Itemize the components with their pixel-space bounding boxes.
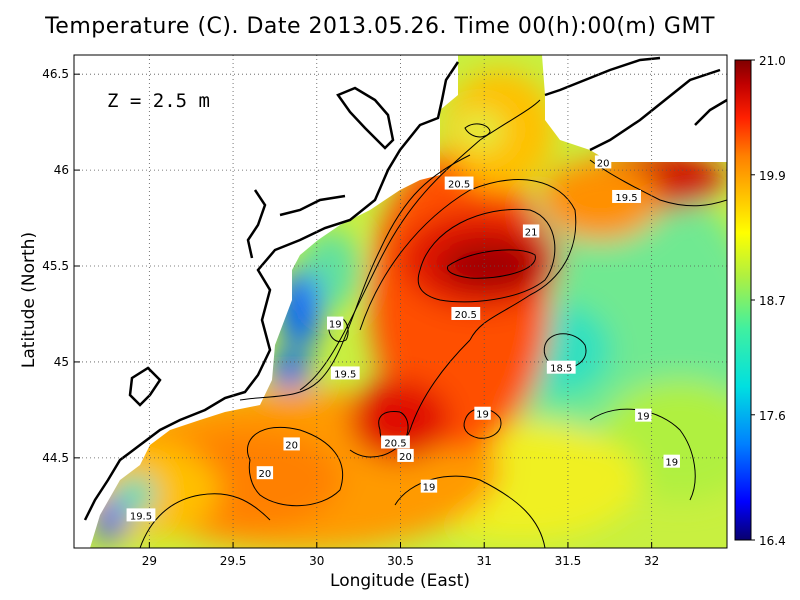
contour-label-bg: [635, 408, 652, 422]
contour-label: 19: [420, 479, 438, 494]
contour-label-text: 19: [665, 458, 678, 469]
x-axis-ticks: 29 29.5 30 30.5 31 31.5 32: [142, 542, 659, 568]
contour-label-text: 19: [423, 483, 436, 494]
contour-label-bg: [283, 437, 300, 451]
contour-label-bg: [381, 435, 410, 449]
y-tick-label: 45: [54, 355, 69, 369]
contour-label-text: 20.5: [384, 438, 406, 449]
contour-label-bg: [256, 466, 274, 480]
contour-label: 19.5: [612, 189, 641, 204]
contour-label-text: 19: [637, 412, 650, 423]
contour-label: 19.5: [126, 508, 156, 522]
contour-label-text: 20: [259, 469, 272, 480]
x-tick-label: 30.5: [387, 554, 414, 568]
x-tick-label: 31.5: [555, 554, 582, 568]
contour-label: 21: [522, 224, 540, 238]
contour-label-text: 19.5: [615, 193, 637, 204]
contour-label: 19: [635, 408, 652, 423]
x-axis-label: Longitude (East): [330, 571, 470, 591]
contour-label-text: 19.5: [334, 369, 356, 380]
colorbar-tick-label: 18.7: [759, 294, 786, 308]
contour-label: 20: [283, 437, 300, 451]
contour-labels: 21 20.5 20.5 20.5 20 20 20 20 19.5 19.5 19.5 19 19 19…: [126, 155, 680, 522]
contour-label: 20.5: [444, 176, 474, 191]
contour-lines: [139, 99, 727, 548]
contour-label-bg: [420, 479, 438, 493]
contour-label-bg: [330, 366, 360, 380]
depth-annotation: Z = 2.5 m: [107, 90, 210, 112]
coastline: [83, 56, 727, 521]
contour-label-bg: [546, 360, 576, 374]
contour-label-text: 20: [399, 452, 412, 463]
contour-label-bg: [474, 406, 491, 420]
contour-label-text: 19: [476, 410, 489, 421]
contour-label-text: 21: [525, 227, 538, 238]
contour-label: 20.5: [381, 435, 410, 449]
contour-label-bg: [663, 454, 680, 468]
contour-label-bg: [126, 508, 156, 522]
contour-label-bg: [522, 224, 540, 238]
contour-label: 20: [397, 448, 414, 463]
y-tick-label: 44.5: [42, 451, 69, 465]
colorbar-tick-label: 21.0: [759, 54, 786, 68]
y-axis-label: Latitude (North): [19, 232, 39, 368]
x-tick-label: 31: [477, 554, 492, 568]
contour-label: 20: [594, 155, 612, 169]
contour-label-text: 19: [329, 320, 342, 331]
contour-label-text: 19.5: [130, 511, 152, 522]
contour-label-text: 20.5: [455, 310, 477, 321]
contour-label-bg: [594, 155, 612, 169]
colorbar-tick-label: 16.4: [759, 534, 786, 548]
colorbar-tick-label: 17.6: [759, 409, 786, 423]
y-axis-ticks: 44.5 45 45.5 46 46.5: [42, 67, 80, 465]
x-tick-label: 29: [142, 554, 157, 568]
contour-label-text: 18.5: [550, 364, 572, 375]
contour-label-bg: [444, 176, 474, 190]
x-tick-label: 29.5: [220, 554, 247, 568]
contour-label: 20: [256, 466, 274, 480]
colorbar: 21.0 19.9 18.7 17.6 16.4: [734, 54, 786, 548]
contour-label: 18.5: [546, 360, 576, 375]
y-tick-label: 46: [54, 163, 69, 177]
grid-lines: [74, 55, 727, 548]
colorbar-ticks: 21.0 19.9 18.7 17.6 16.4: [751, 54, 786, 548]
chart-title: Temperature (C). Date 2013.05.26. Time 0…: [45, 14, 715, 39]
contour-label: 19: [663, 454, 680, 469]
contour-label-bg: [451, 306, 481, 320]
x-tick-label: 30: [309, 554, 324, 568]
colorbar-tick-label: 19.9: [759, 169, 786, 183]
x-tick-label: 32: [644, 554, 659, 568]
contour-label: 19: [474, 406, 491, 421]
contour-label: 20.5: [451, 306, 481, 321]
contour-label-text: 20.5: [448, 180, 470, 191]
contour-label-text: 20: [285, 440, 298, 451]
y-tick-label: 46.5: [42, 67, 69, 81]
contour-label-bg: [397, 448, 414, 462]
contour-label: 19.5: [330, 366, 360, 380]
contour-label-bg: [327, 316, 344, 330]
contour-label: 19: [327, 316, 344, 331]
temperature-field: 21 20.5 20.5 20.5 20 20 20 20 19.5 19.5 19.5 19 19 19…: [74, 55, 727, 548]
contour-label-text: 20: [597, 158, 610, 169]
colorbar-bar: [734, 59, 752, 541]
contour-label-bg: [612, 189, 641, 203]
y-tick-label: 45.5: [42, 259, 69, 273]
